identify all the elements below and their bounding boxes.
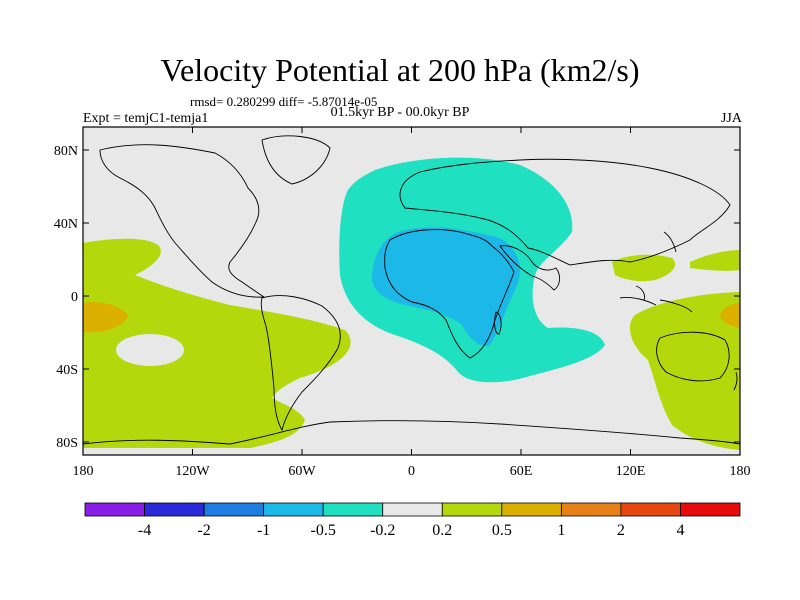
experiment-label: Expt = temjC1-temja1 xyxy=(83,111,209,126)
diff-value: -5.87014e-05 xyxy=(307,94,378,109)
diff-label: diff= xyxy=(278,94,305,109)
rmsd-value: 0.280299 xyxy=(226,94,276,109)
colorbar-swatch xyxy=(203,502,265,517)
region-pacific-west xyxy=(83,238,351,448)
stats-line: rmsd= 0.280299 diff= -5.87014e-05 xyxy=(190,94,377,110)
coast-arabia-india xyxy=(499,245,561,291)
rmsd-label: rmsd= xyxy=(190,94,224,109)
lon-tick-label: 0 xyxy=(408,464,415,479)
coast-europe-asia xyxy=(399,158,731,266)
colorbar-label: 0.5 xyxy=(492,522,512,539)
season-label: JJA xyxy=(720,111,742,126)
lat-tick-labels: 80N 40N 0 40S 80S xyxy=(54,144,78,451)
region-east-lime xyxy=(629,292,740,450)
map-field xyxy=(83,127,740,455)
lat-tick-label: 40S xyxy=(56,363,78,378)
region-northpacific-lime xyxy=(690,250,740,271)
colorbar-label: 1 xyxy=(557,522,565,539)
colorbar-swatch xyxy=(322,502,384,517)
coast-madagascar xyxy=(494,311,502,335)
colorbar-swatch xyxy=(263,502,324,517)
region-africa-blue xyxy=(372,227,520,346)
lon-tick-label: 120W xyxy=(175,464,210,479)
colorbar-swatch xyxy=(84,502,145,517)
colorbar-swatch xyxy=(382,502,443,517)
region-pacific-orange-west xyxy=(83,302,128,333)
colorbar-swatch xyxy=(620,502,681,517)
period-label: 01.5kyr BP - 00.0kyr BP xyxy=(330,105,470,120)
colorbar-label: 0.2 xyxy=(432,522,452,539)
colorbar-label: -2 xyxy=(197,522,210,539)
coast-japan xyxy=(663,231,677,253)
lon-tick-label: 60E xyxy=(510,464,533,479)
lon-tick-label: 180 xyxy=(730,464,751,479)
lon-tick-label: 60W xyxy=(288,464,316,479)
lon-tick-labels: 180 120W 60W 0 60E 120E 180 xyxy=(73,464,751,479)
lat-tick-label: 0 xyxy=(71,290,78,305)
colorbar-label: 4 xyxy=(676,522,684,539)
coastlines xyxy=(83,135,740,445)
lon-tick-label: 180 xyxy=(73,464,94,479)
colorbar-swatch xyxy=(441,502,503,517)
coast-africa xyxy=(384,229,515,359)
coast-indonesia xyxy=(619,285,693,313)
colorbar-label: -0.2 xyxy=(370,522,395,539)
colorbar-label: 2 xyxy=(617,522,625,539)
colorbar-label: -0.5 xyxy=(311,522,336,539)
colorbar-label: -1 xyxy=(257,522,270,539)
colorbar-swatch xyxy=(501,502,562,517)
colorbar-label: -4 xyxy=(138,522,151,539)
colorbar-labels: -4 -2 -1 -0.5 -0.2 0.2 0.5 1 2 4 xyxy=(138,522,685,539)
lon-tick-label: 120E xyxy=(616,464,646,479)
region-pacific-gap xyxy=(116,334,184,366)
lon-tick-marks xyxy=(192,127,631,455)
colorbar-swatch xyxy=(560,502,622,517)
coast-south-america xyxy=(260,295,341,432)
colorbar-swatch xyxy=(144,502,205,517)
region-pacific-orange-east xyxy=(720,302,740,328)
coast-new-zealand xyxy=(733,371,738,391)
lat-tick-label: 80S xyxy=(56,436,78,451)
lat-tick-marks xyxy=(83,149,740,443)
colorbar xyxy=(84,502,741,517)
figure-title: Velocity Potential at 200 hPa (km2/s) xyxy=(160,52,640,88)
coast-australia xyxy=(656,331,730,382)
coast-antarctica xyxy=(83,420,740,445)
lat-tick-label: 80N xyxy=(54,144,78,159)
colorbar-swatch xyxy=(680,502,741,517)
lat-tick-label: 40N xyxy=(54,217,78,232)
coast-north-america xyxy=(99,144,266,298)
coast-greenland xyxy=(261,135,331,185)
